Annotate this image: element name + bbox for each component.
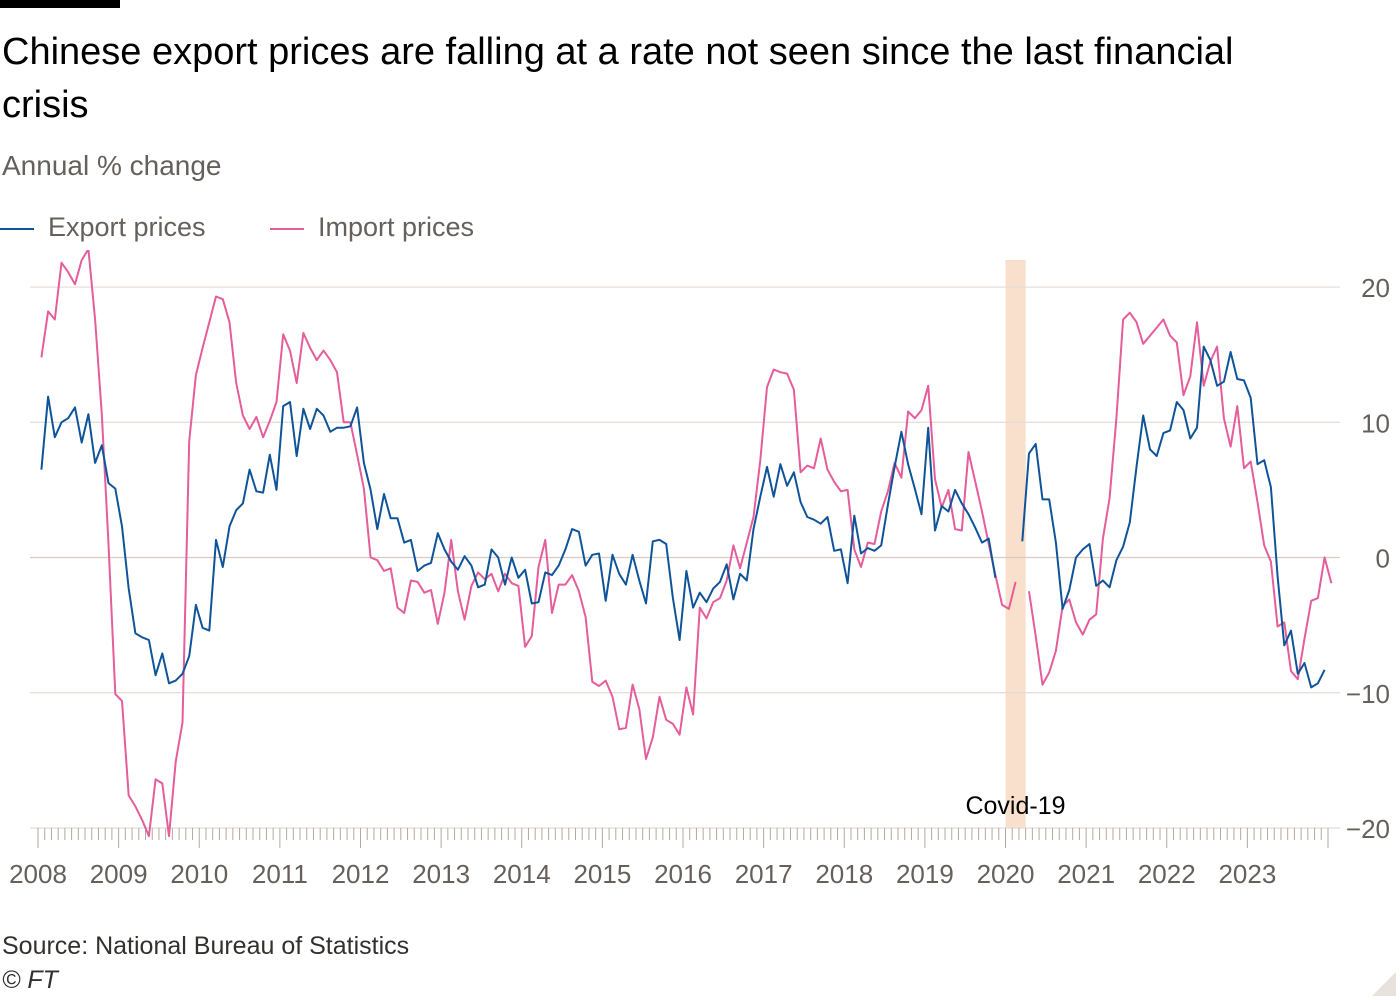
brand-bar [0,0,120,8]
corner-mark [1372,972,1396,996]
legend-swatch-export [0,228,34,230]
y-tick-label: 20 [1361,273,1390,303]
x-tick-label: 2008 [9,859,67,889]
legend-swatch-import [270,228,304,230]
legend-label-export: Export prices [48,212,206,242]
copyright-note: © FT [2,966,58,994]
x-tick-label: 2020 [977,859,1035,889]
import-prices-line [40,250,1333,838]
y-tick-label: 0 [1376,544,1390,574]
x-tick-label: 2012 [332,859,390,889]
x-tick-label: 2011 [252,859,308,889]
x-tick-label: 2023 [1218,859,1276,889]
x-tick-label: 2016 [654,859,712,889]
y-tick-label: −10 [1346,679,1390,709]
covid-annotation-label: Covid-19 [965,792,1065,820]
x-tick-label: 2018 [815,859,873,889]
y-tick-label: 10 [1361,408,1390,438]
chart-subtitle: Annual % change [2,150,222,181]
x-tick-label: 2021 [1057,859,1115,889]
export-prices-line [40,345,1326,689]
x-tick-label: 2014 [493,859,551,889]
x-tick-label: 2015 [573,859,631,889]
x-tick-label: 2013 [412,859,470,889]
covid-highlight-band [1005,260,1026,828]
x-tick-label: 2019 [896,859,954,889]
y-tick-label: −20 [1346,814,1390,844]
x-tick-label: 2010 [170,859,228,889]
x-tick-label: 2009 [90,859,148,889]
x-tick-label: 2022 [1138,859,1196,889]
legend-label-import: Import prices [318,212,475,242]
source-note: Source: National Bureau of Statistics [2,932,410,960]
x-tick-label: 2017 [735,859,793,889]
chart-title: Chinese export prices are falling at a r… [2,31,1234,126]
